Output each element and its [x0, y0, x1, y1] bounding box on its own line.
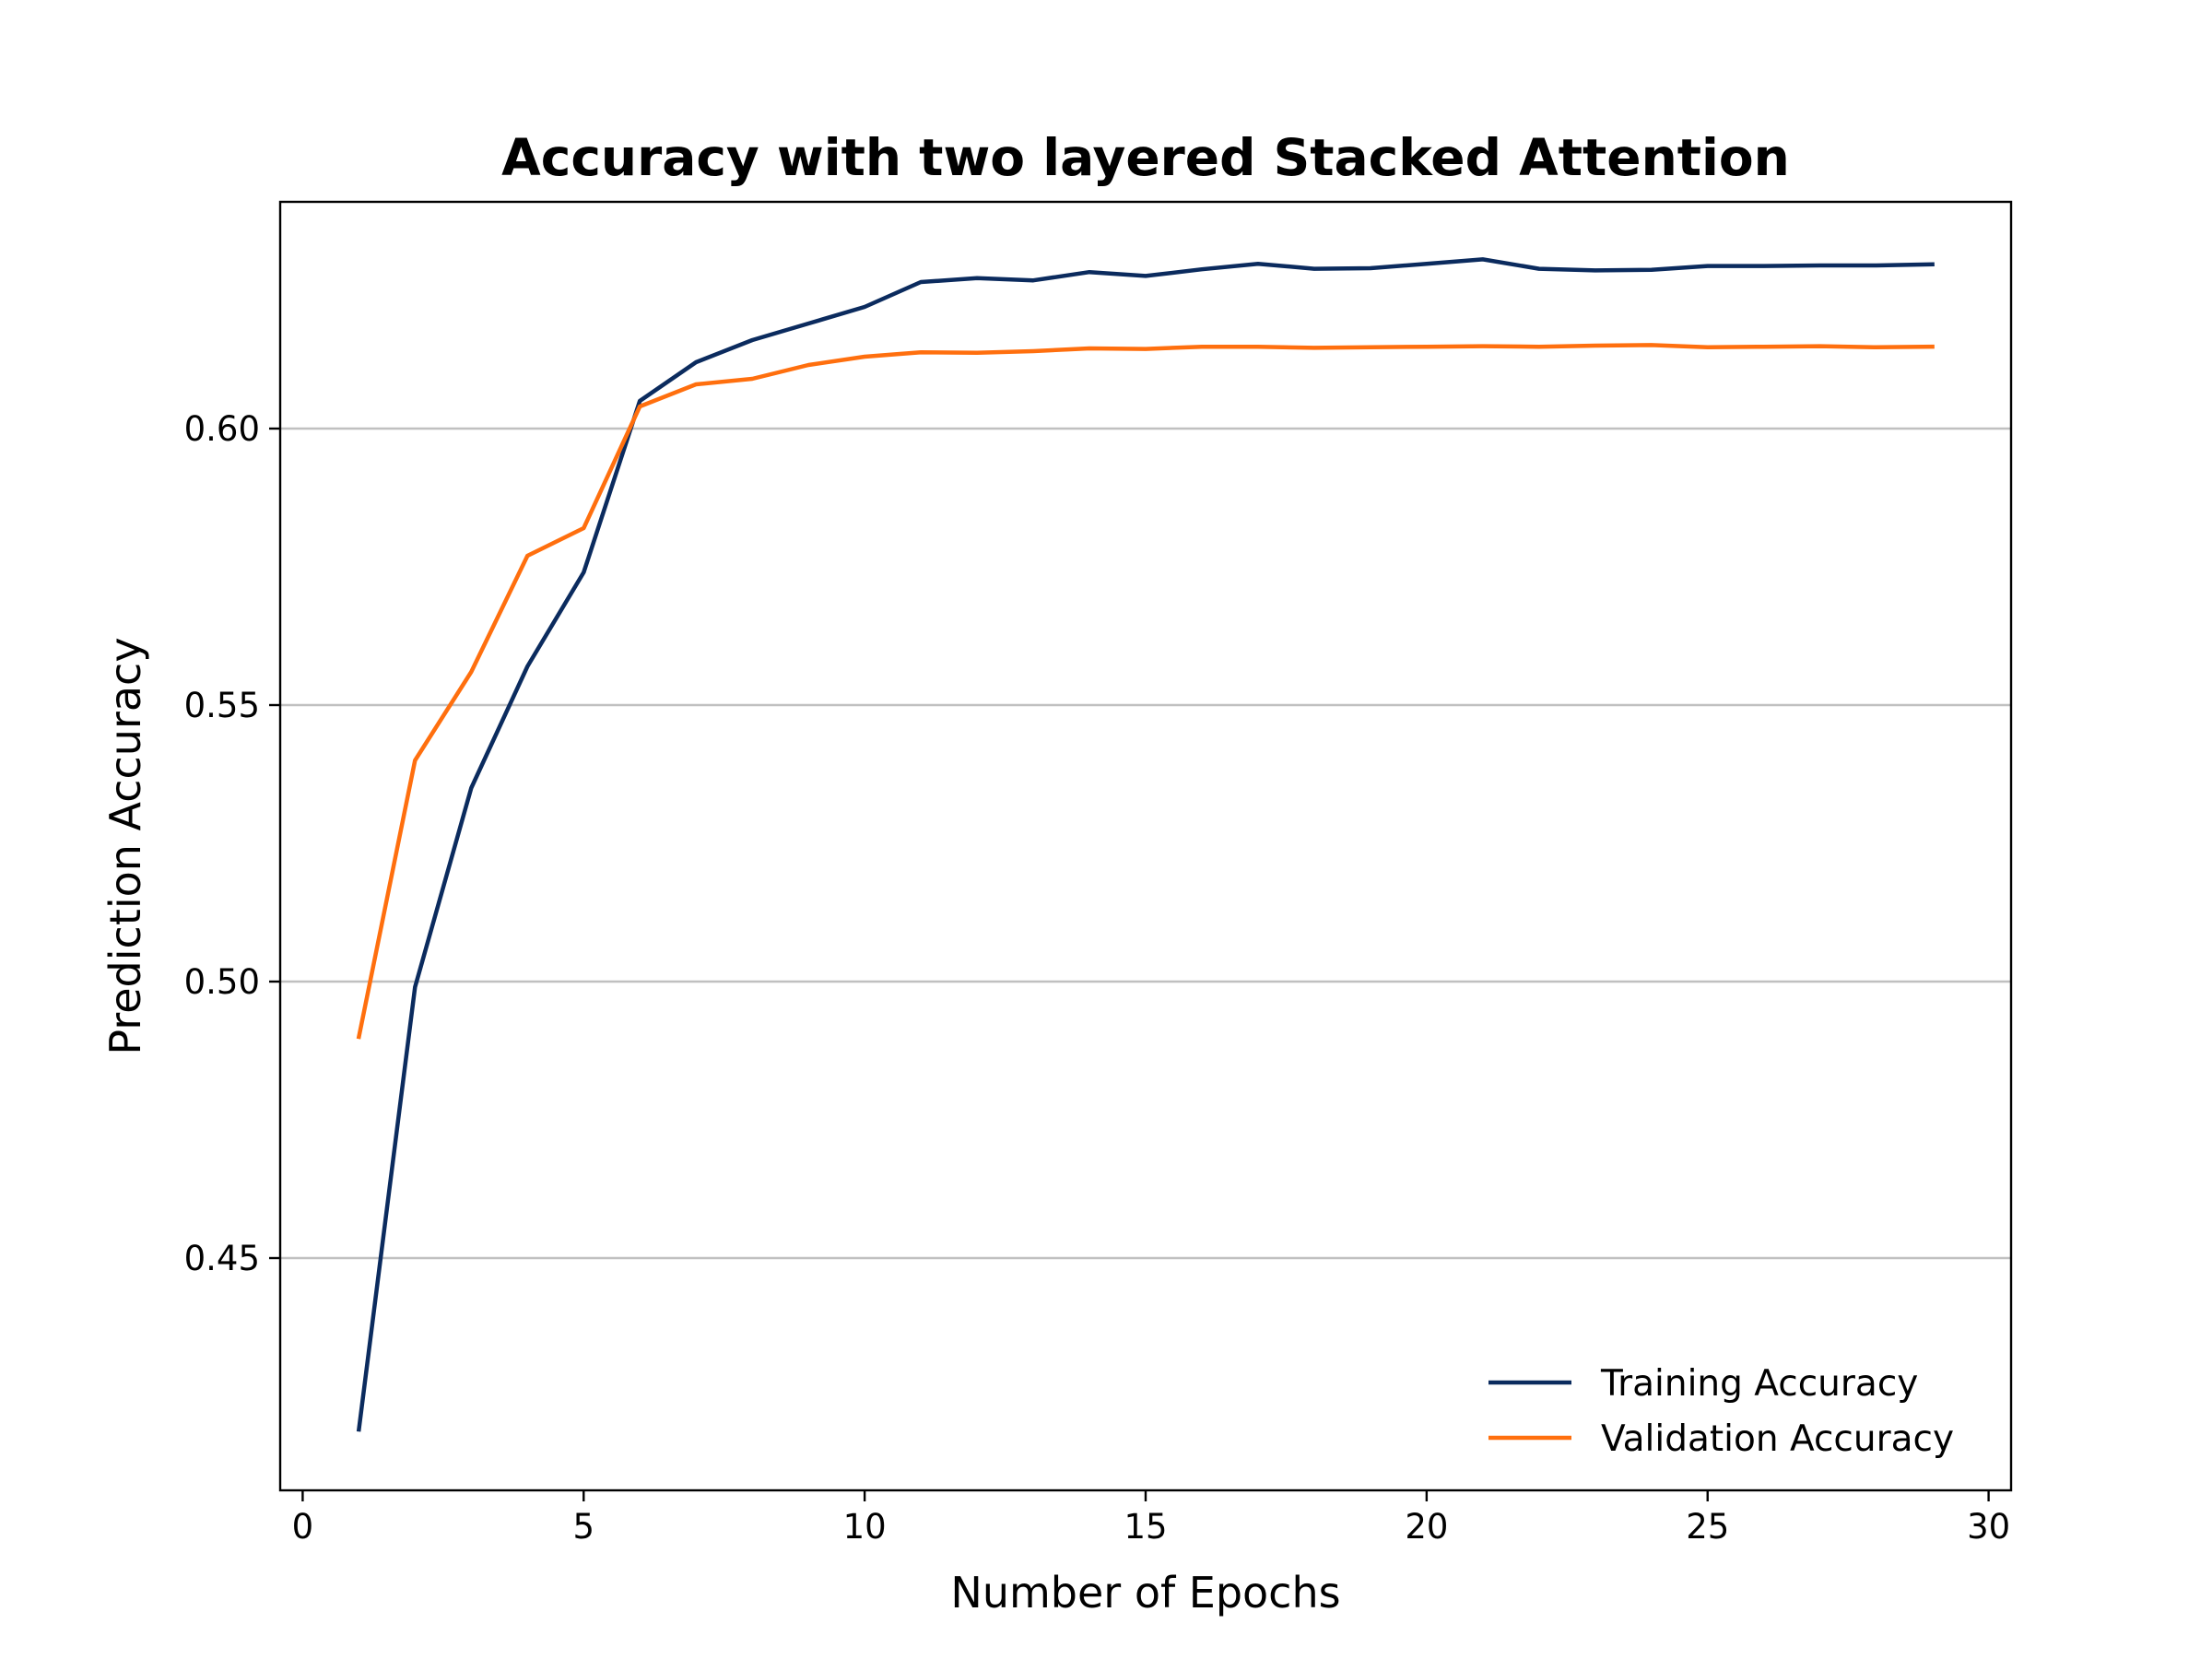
y-tick-label-1: 0.50	[184, 962, 260, 1002]
x-tick-label-2: 10	[843, 1507, 887, 1547]
x-tick-label-0: 0	[292, 1507, 314, 1547]
x-tick-label-3: 15	[1124, 1507, 1167, 1547]
x-axis-label: Number of Epochs	[950, 1568, 1340, 1618]
x-tick-label-5: 25	[1686, 1507, 1729, 1547]
series-lines	[356, 257, 1935, 1432]
legend-label-0: Training Accuracy	[1600, 1363, 1918, 1405]
y-tick-label-3: 0.60	[184, 409, 260, 449]
x-tick-label-4: 20	[1405, 1507, 1448, 1547]
y-axis-label: Prediction Accuracy	[100, 637, 150, 1054]
legend: Training Accuracy Validation Accuracy	[1488, 1363, 1954, 1460]
y-tick-label-0: 0.45	[184, 1239, 260, 1278]
legend-label-1: Validation Accuracy	[1601, 1418, 1954, 1460]
y-axis-ticks: 0.45 0.50 0.55 0.60	[184, 409, 280, 1278]
x-axis-ticks: 0 5 10 15 20 25 30	[292, 1490, 2010, 1547]
x-tick-label-6: 30	[1967, 1507, 2010, 1547]
chart-title: Accuracy with two layered Stacked Attent…	[501, 128, 1790, 187]
gridlines	[280, 427, 2011, 1260]
series-line-1	[356, 343, 1935, 1040]
y-tick-label-2: 0.55	[184, 686, 260, 725]
series-line-0	[356, 257, 1935, 1432]
x-tick-label-1: 5	[572, 1507, 594, 1547]
